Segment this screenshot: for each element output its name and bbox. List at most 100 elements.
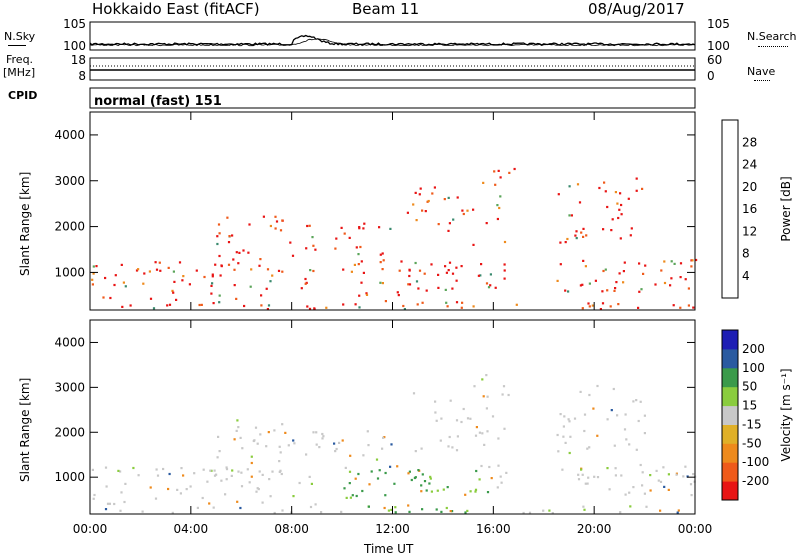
velocity-colorbar-tick-label: -200 <box>742 474 769 488</box>
nave-tick-label: 0 <box>707 69 715 83</box>
power-cell <box>408 283 412 286</box>
power-cell <box>362 271 365 274</box>
power-cell <box>617 216 620 220</box>
power-cell <box>503 263 506 266</box>
velocity-cell <box>312 431 315 434</box>
power-cell <box>421 301 424 304</box>
power-cell <box>233 268 236 271</box>
velocity-cell <box>556 433 559 437</box>
power-cell <box>630 227 633 230</box>
power-cell <box>695 258 698 262</box>
velocity-cell <box>257 488 260 491</box>
velocity-cell <box>464 493 467 496</box>
velocity-cell <box>413 476 416 480</box>
velocity-cell <box>562 425 565 428</box>
power-cell <box>249 285 252 288</box>
power-cell <box>642 272 645 275</box>
power-cell <box>515 303 518 306</box>
power-cell <box>142 282 145 285</box>
velocity-cell <box>445 506 448 510</box>
velocity-cell <box>407 472 410 475</box>
velocity-cell <box>643 414 646 417</box>
velocity-cell <box>248 481 251 484</box>
cpid-label: CPID <box>8 89 38 102</box>
velocity-cell <box>486 491 490 494</box>
velocity-cell <box>250 461 253 465</box>
power-cell <box>582 227 585 230</box>
power-cell <box>398 269 401 272</box>
power-cell <box>121 305 124 308</box>
velocity-cell <box>370 470 373 473</box>
power-cell <box>587 302 590 305</box>
velocity-bg <box>90 320 695 514</box>
velocity-cell <box>584 482 587 485</box>
velocity-cell <box>340 510 343 513</box>
velocity-cell <box>567 418 570 421</box>
power-cell <box>289 241 292 244</box>
velocity-cell <box>686 475 689 478</box>
velocity-cell <box>321 432 324 436</box>
power-cell <box>603 181 606 184</box>
velocity-cell <box>568 451 571 455</box>
velocity-cell <box>378 469 381 472</box>
power-cell <box>363 222 366 225</box>
power-cell <box>102 296 105 299</box>
power-cell <box>418 269 422 272</box>
velocity-cell <box>91 468 94 471</box>
velocity-cell <box>632 486 635 489</box>
power-cell <box>623 261 626 264</box>
velocity-cell <box>308 475 311 478</box>
velocity-cell <box>279 451 282 454</box>
power-cell <box>408 269 411 272</box>
power-cell <box>618 272 621 275</box>
power-cell <box>212 302 215 305</box>
velocity-cell <box>557 450 560 453</box>
velocity-cell <box>408 510 411 513</box>
power-cell <box>168 303 172 306</box>
power-cell <box>423 272 426 275</box>
velocity-cell <box>573 417 577 420</box>
velocity-cell <box>496 486 499 489</box>
date-label: 08/Aug/2017 <box>588 0 685 18</box>
power-cell <box>663 260 666 263</box>
velocity-cell <box>639 463 642 467</box>
velocity-cell <box>579 390 582 393</box>
velocity-cell <box>105 485 108 488</box>
velocity-cell <box>503 427 506 430</box>
velocity-cell <box>236 419 239 422</box>
power-cell <box>559 241 562 244</box>
velocity-cell <box>639 400 642 403</box>
nsky-label: N.Sky <box>4 30 36 43</box>
power-cell <box>412 203 415 206</box>
velocity-cell <box>491 415 495 418</box>
nave-legend-dots <box>754 80 770 81</box>
velocity-cell <box>667 473 670 476</box>
power-cell <box>379 253 382 256</box>
velocity-cell <box>460 420 463 424</box>
velocity-cell <box>334 450 337 453</box>
power-cell <box>143 272 146 275</box>
velocity-cell <box>690 494 693 497</box>
power-cell <box>692 306 695 309</box>
power-cell <box>493 170 496 173</box>
velocity-cell <box>456 435 459 438</box>
velocity-colorbar-swatch <box>722 386 738 407</box>
velocity-cell <box>322 435 325 438</box>
power-cell <box>447 229 450 232</box>
velocity-cell <box>265 445 268 448</box>
velocity-cell <box>462 407 465 411</box>
velocity-cell <box>315 431 318 434</box>
velocity-cell <box>577 473 580 476</box>
velocity-cell <box>588 393 591 397</box>
power-colorbar-tick-label: 20 <box>742 180 757 194</box>
power-cell <box>451 272 455 275</box>
velocity-cell <box>206 480 209 483</box>
velocity-colorbar-tick-label: 50 <box>742 380 757 394</box>
velocity-cell <box>676 511 679 514</box>
velocity-cell <box>348 482 351 485</box>
nave-tick-label: 60 <box>707 53 722 67</box>
velocity-cell <box>357 472 360 476</box>
nsearch-label: N.Search <box>747 30 797 43</box>
power-cell <box>247 251 250 254</box>
velocity-cell <box>475 469 478 473</box>
